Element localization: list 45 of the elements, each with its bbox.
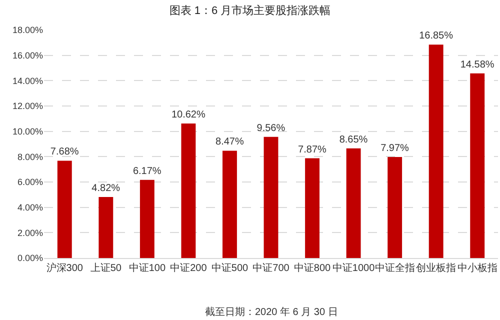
x-tick-label: 中证700 [252, 262, 290, 274]
data-label: 7.87% [298, 144, 327, 156]
data-label: 6.17% [132, 166, 162, 177]
y-tick-label: 12.00% [12, 101, 43, 112]
data-label: 7.68% [50, 146, 79, 158]
y-tick-label: 16.00% [12, 50, 43, 60]
x-tick-label: 中证100 [128, 262, 166, 274]
data-label: 10.62% [171, 109, 206, 120]
y-tick-label: 14.00% [12, 76, 43, 86]
bar [388, 157, 402, 258]
data-label: 8.47% [215, 136, 244, 148]
bar [428, 44, 444, 258]
data-label: 7.97% [380, 143, 410, 154]
text: 截至日期：2020 年 6 月 30 日 [205, 306, 338, 318]
y-tick-label: 18.00% [12, 25, 43, 36]
chart-title: 图表 1：6 月市场主要股指涨跌幅 [169, 4, 331, 18]
bar [346, 148, 361, 258]
bar [264, 136, 278, 258]
bar [222, 150, 237, 258]
bar [305, 158, 320, 258]
x-tick-label: 沪深300 [46, 262, 84, 274]
x-tick-label: 上证50 [90, 262, 122, 274]
y-tick-label: 0.00% [17, 253, 43, 264]
data-label: 9.56% [256, 122, 286, 134]
bar [98, 196, 114, 258]
data-label: 14.58% [460, 59, 494, 70]
x-tick-label: 中证1000 [332, 262, 376, 274]
data-label: 4.82% [92, 182, 120, 194]
y-tick-label: 10.00% [12, 126, 43, 136]
y-tick-label: 6.00% [17, 177, 43, 188]
data-label: 8.65% [339, 134, 368, 146]
x-tick-label: 中证全指 [374, 262, 415, 274]
y-tick-label: 4.00% [17, 202, 43, 212]
data-label: 16.85% [419, 30, 454, 42]
bar [181, 123, 196, 258]
bar [140, 180, 154, 258]
x-tick-label: 中证500 [211, 262, 249, 274]
bar [470, 73, 485, 258]
x-tick-label: 中小板指 [457, 262, 498, 274]
y-tick-label: 8.00% [17, 152, 43, 162]
bar [57, 160, 72, 258]
y-tick-label: 2.00% [17, 228, 43, 238]
x-tick-label: 中证200 [170, 262, 208, 274]
x-tick-label: 中证800 [294, 262, 332, 274]
x-tick-label: 创业板指 [416, 262, 456, 274]
